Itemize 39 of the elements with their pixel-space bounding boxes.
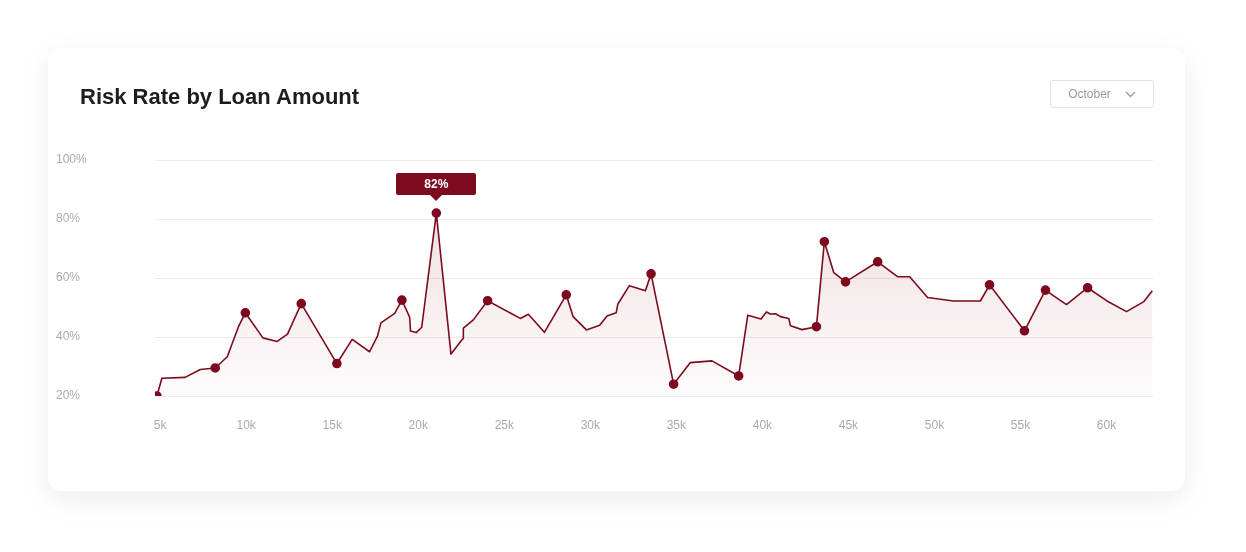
point — [296, 298, 307, 309]
point — [1019, 326, 1030, 336]
x-tick-label: 15k — [322, 417, 343, 432]
y-tick-label: 40% — [56, 329, 81, 344]
point — [240, 308, 251, 318]
point — [819, 236, 830, 247]
point — [561, 290, 572, 300]
point — [840, 277, 851, 287]
x-tick-label: 40k — [752, 417, 774, 432]
point — [646, 269, 656, 279]
y-tick-label: 60% — [56, 270, 81, 285]
x-tick-label: 45k — [838, 417, 860, 432]
point — [332, 358, 342, 369]
y-tick-label: 100% — [56, 152, 88, 167]
x-tick-label: 10k — [236, 417, 257, 432]
x-tick-label: 50k — [924, 417, 946, 432]
annotation: 82% — [396, 173, 477, 196]
x-tick-label: 35k — [666, 417, 688, 432]
point — [1040, 285, 1051, 295]
y-tick-label: 80% — [56, 211, 81, 226]
point — [397, 295, 407, 305]
chart-title: Risk Rate by Loan Amount — [80, 84, 360, 110]
point — [668, 379, 679, 389]
text: October — [1068, 87, 1111, 101]
point — [733, 371, 744, 381]
point — [811, 321, 822, 332]
point — [210, 363, 221, 373]
point — [872, 256, 883, 267]
point — [984, 279, 995, 290]
x-tick-label: 55k — [1010, 417, 1032, 432]
x-tick-label: 30k — [580, 417, 601, 432]
point — [482, 295, 493, 306]
point — [431, 208, 442, 218]
x-tick-label: 5k — [153, 417, 168, 432]
x-tick-label: 20k — [408, 417, 429, 432]
x-tick-label: 25k — [494, 417, 515, 432]
y-tick-label: 20% — [56, 388, 81, 403]
x-tick-label: 60k — [1096, 417, 1118, 432]
point — [1082, 282, 1093, 293]
